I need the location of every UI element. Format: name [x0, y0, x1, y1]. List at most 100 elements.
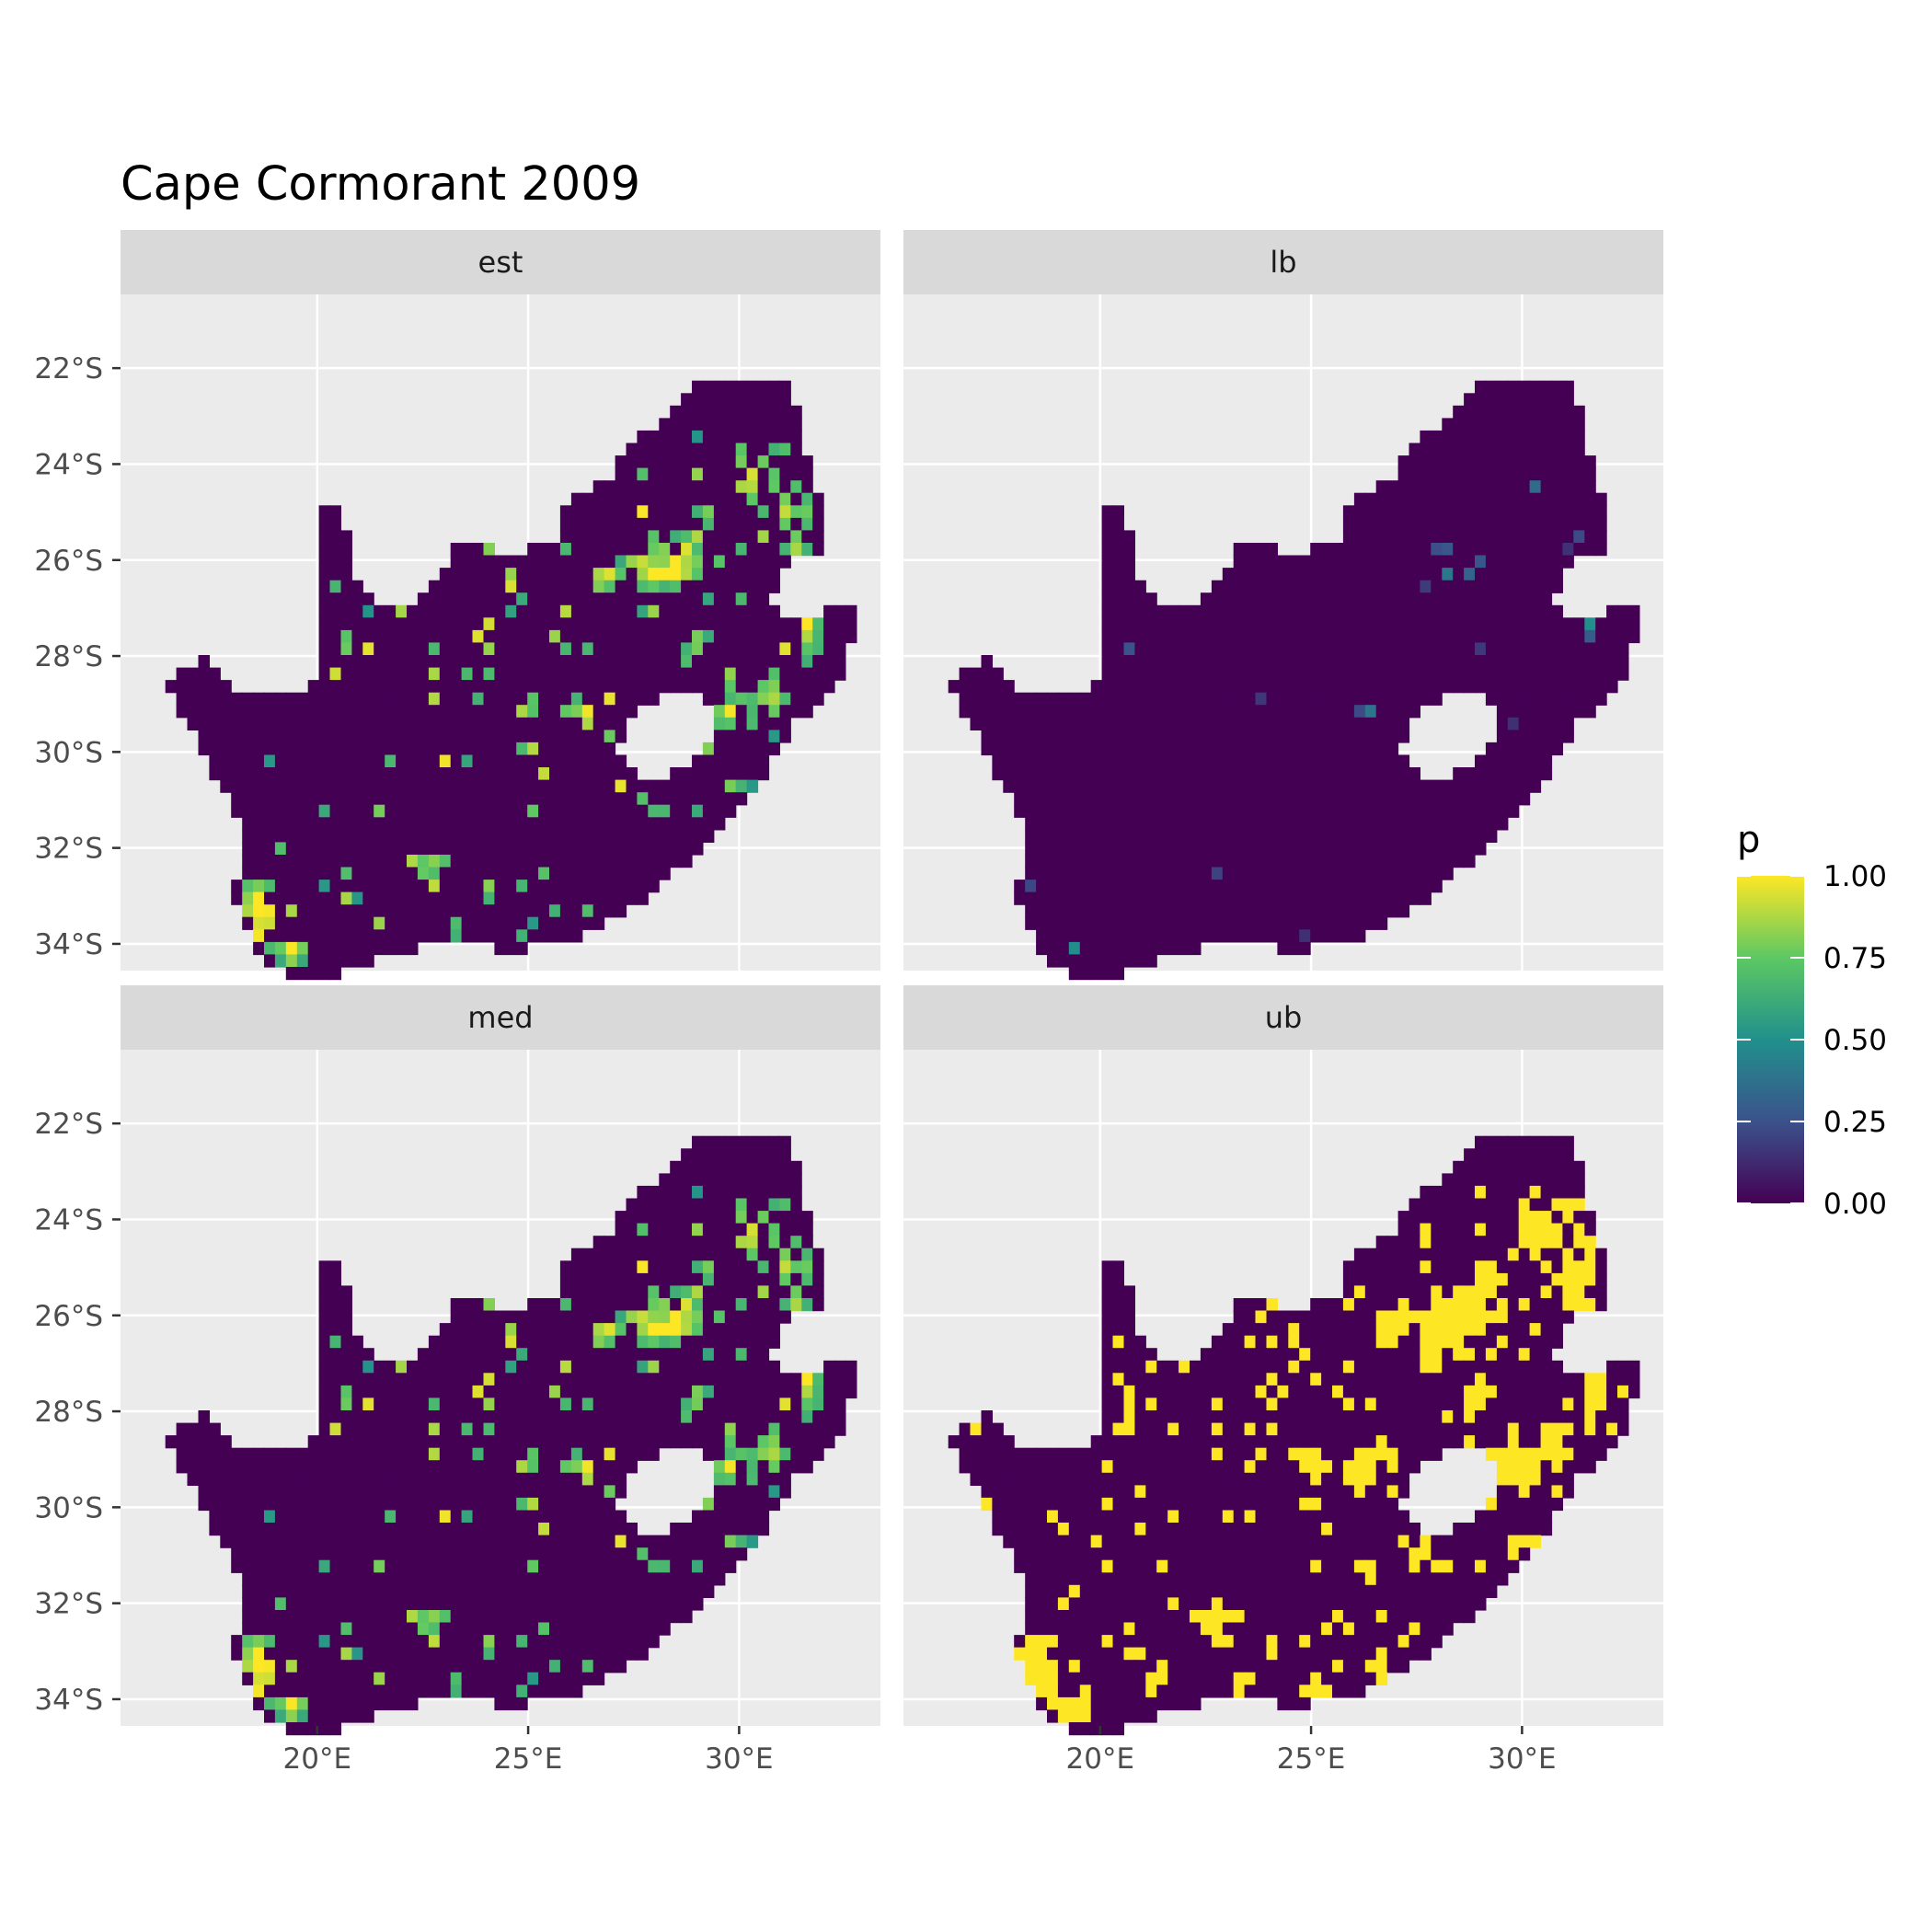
raster-cell: [538, 604, 550, 618]
raster-cell: [516, 1435, 528, 1449]
raster-cell: [724, 767, 737, 781]
raster-cell: [1244, 692, 1257, 706]
raster-cell: [570, 1647, 583, 1661]
raster-cell: [1167, 904, 1179, 918]
raster-cell: [1288, 580, 1300, 593]
raster-cell: [428, 1510, 441, 1524]
raster-cell: [494, 629, 506, 644]
raster-cell: [417, 1348, 430, 1362]
raster-cell: [516, 891, 528, 905]
raster-cell: [385, 642, 397, 656]
raster-cell: [1222, 604, 1235, 618]
raster-cell: [724, 792, 737, 806]
raster-cell: [318, 1397, 331, 1411]
raster-cell: [1079, 904, 1092, 918]
raster-cell: [615, 530, 627, 544]
raster-cell: [1101, 904, 1114, 918]
raster-cell: [1068, 692, 1081, 706]
raster-cell: [1475, 480, 1487, 494]
raster-cell: [1025, 717, 1037, 730]
raster-cell: [659, 1435, 671, 1449]
raster-cell: [253, 941, 265, 956]
raster-cell: [681, 642, 693, 656]
raster-cell: [1233, 779, 1246, 793]
raster-cell: [538, 1410, 550, 1424]
raster-cell: [1079, 929, 1092, 943]
raster-cell: [1507, 655, 1520, 669]
raster-cell: [461, 1584, 474, 1598]
raster-cell: [812, 617, 824, 631]
raster-cell: [439, 1559, 452, 1573]
raster-cell: [604, 1497, 616, 1512]
raster-cell: [351, 742, 363, 756]
raster-cell: [1397, 492, 1410, 506]
raster-cell: [1299, 817, 1311, 831]
raster-cell: [681, 393, 693, 407]
raster-cell: [1047, 754, 1059, 768]
raster-cell: [1014, 730, 1026, 743]
raster-cell: [329, 1285, 341, 1299]
raster-cell: [768, 1148, 780, 1162]
raster-cell: [626, 804, 638, 818]
raster-cell: [362, 867, 374, 880]
raster-cell: [570, 1310, 583, 1324]
raster-cell: [516, 1597, 528, 1611]
raster-cell: [1364, 842, 1377, 856]
raster-cell: [659, 629, 671, 644]
raster-cell: [483, 1647, 495, 1661]
raster-cell: [746, 380, 759, 394]
raster-cell: [549, 1435, 561, 1449]
raster-cell: [296, 1559, 309, 1573]
raster-cell: [329, 880, 341, 893]
raster-cell: [757, 455, 770, 469]
raster-cell: [318, 1323, 331, 1337]
raster-cell: [198, 1422, 210, 1436]
raster-cell: [1244, 617, 1257, 631]
raster-cell: [549, 680, 561, 694]
raster-cell: [527, 867, 539, 880]
raster-cell: [615, 1335, 627, 1349]
raster-cell: [1409, 792, 1420, 806]
raster-cell: [1222, 817, 1235, 831]
raster-cell: [692, 1185, 704, 1200]
raster-cell: [1595, 505, 1607, 519]
raster-cell: [735, 430, 748, 444]
raster-cell: [1540, 405, 1553, 419]
raster-cell: [1518, 642, 1531, 656]
raster-cell: [1321, 767, 1333, 781]
raster-cell: [461, 1397, 474, 1411]
raster-cell: [1529, 405, 1542, 419]
raster-cell: [659, 505, 671, 519]
raster-cell: [351, 855, 363, 868]
raster-cell: [1551, 692, 1563, 706]
raster-cell: [1310, 680, 1322, 694]
raster-cell: [1145, 779, 1157, 793]
raster-cell: [637, 642, 649, 656]
raster-cell: [340, 842, 352, 856]
raster-cell: [1518, 505, 1531, 519]
raster-cell: [318, 1584, 331, 1598]
raster-cell: [351, 1523, 363, 1536]
raster-cell: [407, 667, 419, 681]
raster-cell: [483, 829, 495, 843]
raster-cell: [1485, 592, 1498, 606]
raster-cell: [494, 1397, 506, 1411]
raster-cell: [1420, 604, 1432, 618]
raster-cell: [1266, 817, 1278, 831]
raster-cell: [1321, 604, 1333, 618]
raster-cell: [450, 1373, 463, 1386]
raster-cell: [757, 592, 770, 606]
raster-cell: [318, 754, 331, 768]
raster-cell: [274, 767, 287, 781]
raster-cell: [374, 1635, 385, 1649]
raster-cell: [385, 1510, 397, 1524]
raster-cell: [570, 680, 583, 694]
raster-cell: [670, 829, 682, 843]
raster-cell: [757, 717, 770, 730]
raster-cell: [768, 530, 780, 544]
raster-cell: [1420, 592, 1432, 606]
raster-cell: [1036, 867, 1048, 880]
raster-cell: [1047, 817, 1059, 831]
raster-cell: [538, 742, 550, 756]
raster-cell: [483, 692, 495, 706]
